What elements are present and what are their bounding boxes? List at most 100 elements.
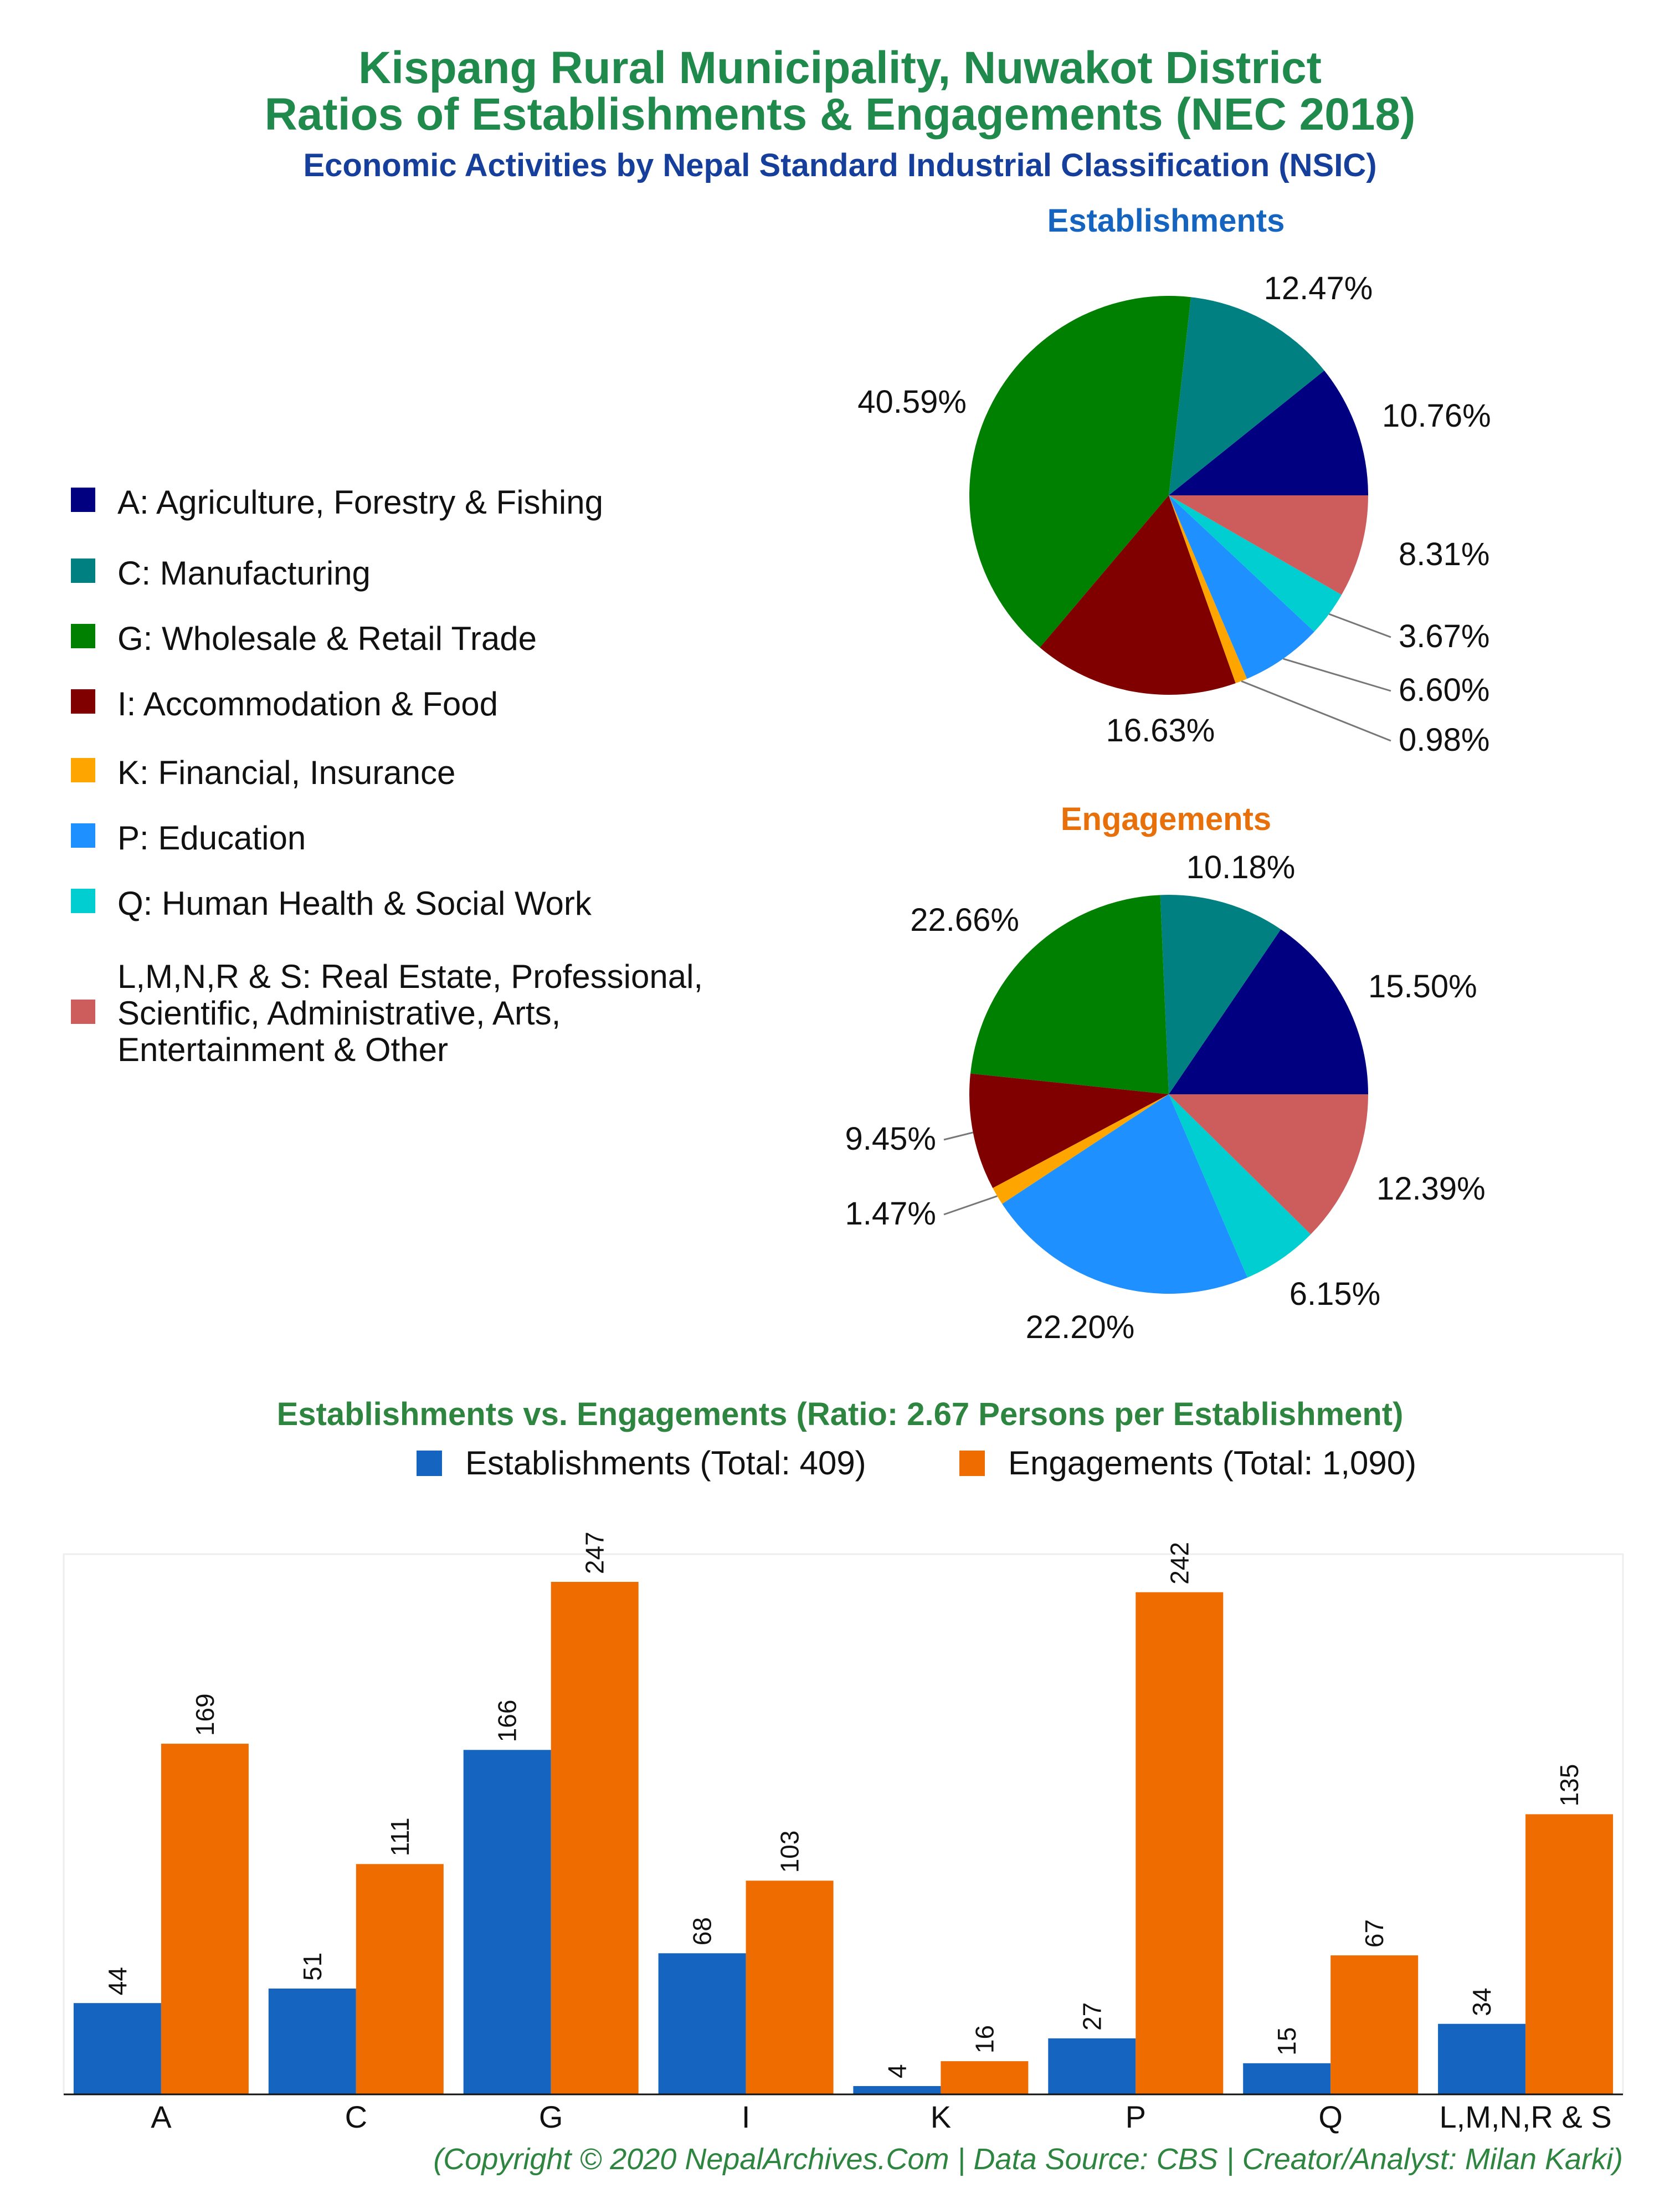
bar-value-label-establishments-k: 4: [882, 2064, 911, 2078]
bar-engagements-a: [161, 1744, 249, 2094]
bar-establishments-g: [463, 1750, 551, 2094]
legend-swatch-k: [71, 758, 95, 782]
pie-slice-a: [1169, 929, 1368, 1094]
legend-swatch-p: [71, 823, 95, 848]
x-tick-label-p: P: [1126, 2099, 1146, 2134]
bar-value-label-engagements-p: 242: [1165, 1542, 1194, 1585]
bar-value-label-engagements-i: 103: [775, 1831, 804, 1873]
pie-label-c: 12.47%: [1264, 270, 1373, 306]
pie-slice-lmnrs: [1169, 1094, 1368, 1234]
bar-engagements-g: [551, 1582, 639, 2094]
bar-value-label-engagements-lmnrs: 135: [1555, 1764, 1584, 1807]
x-tick-label-lmnrs: L,M,N,R & S: [1440, 2099, 1612, 2134]
pie-leader-p: [1283, 658, 1391, 692]
legend-swatch-lmnrs: [71, 1000, 95, 1024]
legend-label-i: I: Accommodation & Food: [117, 685, 499, 723]
legend-label-c: C: Manufacturing: [117, 555, 371, 592]
bar-establishments-i: [658, 1953, 746, 2094]
x-tick-label-c: C: [345, 2099, 367, 2134]
pie-leader-q: [1328, 613, 1391, 638]
bar-establishments-p: [1048, 2038, 1136, 2094]
pie-label-q: 3.67%: [1399, 618, 1489, 654]
legend-swatch-i: [71, 689, 95, 714]
pie-slice-c: [1160, 895, 1281, 1094]
pie-label-p: 6.60%: [1399, 672, 1489, 708]
pie-slice-c: [1169, 297, 1324, 495]
bar-value-label-establishments-a: 44: [103, 1967, 132, 1995]
pie-charts: 10.76% 12.47% 40.59% 16.63% 0.98% 6.60% 3.67% 8…: [845, 270, 1491, 1345]
legend-label-lmnrs: L,M,N,R & S: Real Estate, Professional, …: [117, 958, 703, 1068]
bar-engagements-c: [356, 1864, 444, 2094]
legend-label-q: Q: Human Health & Social Work: [117, 885, 592, 922]
pie-label-i: 16.63%: [1106, 713, 1215, 749]
pie-slice-k: [993, 1094, 1169, 1204]
legend-label-p: P: Education: [117, 819, 306, 857]
chart-title-line1: Kispang Rural Municipality, Nuwakot Dist…: [358, 43, 1322, 93]
pie-label-q: 6.15%: [1289, 1276, 1380, 1312]
pie-label-k: 1.47%: [845, 1196, 936, 1232]
bar-establishments-a: [73, 2003, 161, 2094]
bar-legend-swatch-establishments: [417, 1451, 442, 1476]
pie-slice-i: [969, 1073, 1169, 1188]
pie-leader-k: [943, 1195, 998, 1216]
pie-leader-i: [943, 1131, 974, 1141]
bar-engagements-lmnrs: [1525, 1814, 1614, 2094]
pie-slice-p: [1002, 1094, 1248, 1294]
bar-legend-label-establishments: Establishments (Total: 409): [465, 1444, 866, 1482]
chart-title-line2: Ratios of Establishments & Engagements (…: [264, 89, 1416, 140]
pie-slice-q: [1169, 495, 1342, 632]
x-tick-label-k: K: [931, 2099, 951, 2134]
bar-legend-label-engagements: Engagements (Total: 1,090): [1008, 1444, 1417, 1482]
pie-label-i: 9.45%: [845, 1121, 936, 1157]
bar-engagements-q: [1330, 1955, 1419, 2094]
bar-value-label-engagements-q: 67: [1360, 1919, 1389, 1948]
legend-label-g: G: Wholesale & Retail Trade: [117, 620, 537, 657]
bar-value-label-establishments-c: 51: [298, 1953, 327, 1981]
bar-value-label-engagements-k: 16: [970, 2025, 999, 2053]
bar-establishments-q: [1243, 2063, 1331, 2094]
bar-value-label-establishments-g: 166: [493, 1700, 522, 1743]
pie-label-a: 15.50%: [1368, 969, 1477, 1005]
pie-label-lmnrs: 12.39%: [1376, 1171, 1486, 1207]
pie-engagements: 15.50% 10.18% 22.66% 9.45% 1.47% 22.20% 6.15% 1…: [845, 849, 1486, 1345]
pie-label-p: 22.20%: [1026, 1309, 1135, 1345]
bar-value-label-establishments-q: 15: [1272, 2027, 1301, 2056]
pie-slice-g: [969, 295, 1191, 648]
bar-value-label-engagements-a: 169: [191, 1693, 219, 1736]
pie-label-lmnrs: 8.31%: [1399, 536, 1489, 572]
pie-title-engagements: Engagements: [1060, 801, 1272, 837]
pie-slice-k: [1169, 495, 1247, 684]
pie-title-establishments: Establishments: [1047, 203, 1285, 239]
legend-swatch-q: [71, 889, 95, 913]
pie-slice-a: [1169, 370, 1368, 495]
x-tick-label-a: A: [151, 2099, 172, 2134]
bar-establishments-lmnrs: [1438, 2023, 1526, 2094]
pie-slice-lmnrs: [1169, 495, 1368, 595]
bar-value-label-establishments-p: 27: [1077, 2002, 1106, 2031]
legend-swatch-g: [71, 624, 95, 648]
bar-establishments-c: [268, 1989, 356, 2094]
pie-slice-g: [970, 895, 1169, 1094]
bar-establishments-k: [853, 2086, 941, 2094]
bar-value-label-engagements-g: 247: [580, 1531, 609, 1574]
bar-engagements-i: [746, 1881, 834, 2094]
bar-value-label-establishments-i: 68: [688, 1917, 717, 1945]
x-tick-label-i: I: [742, 2099, 751, 2134]
pie-label-c: 10.18%: [1186, 849, 1296, 885]
legend-label-a: A: Agriculture, Forestry & Fishing: [117, 484, 603, 521]
footer-credit: (Copyright © 2020 NepalArchives.Com | Da…: [433, 2143, 1623, 2176]
bar-engagements-p: [1136, 1592, 1224, 2094]
chart-subtitle: Economic Activities by Nepal Standard In…: [303, 147, 1377, 183]
bar-value-label-engagements-c: 111: [386, 1817, 414, 1856]
pie-label-g: 40.59%: [857, 384, 967, 420]
bar-legend-swatch-engagements: [959, 1451, 985, 1476]
x-tick-label-q: Q: [1318, 2099, 1343, 2134]
legend-swatch-a: [71, 488, 95, 512]
legend-label-k: K: Financial, Insurance: [117, 754, 456, 791]
x-tick-label-g: G: [539, 2099, 563, 2134]
pie-slice-q: [1169, 1094, 1311, 1278]
bar-value-label-establishments-lmnrs: 34: [1467, 1988, 1496, 2016]
bar-engagements-k: [941, 2061, 1029, 2094]
bar-marks: 44 169 A 51 111 C 166 247 G 68 103 I 4 16 K 27 242 P 15 67 Q…: [73, 1531, 1614, 2134]
pie-establishments: 10.76% 12.47% 40.59% 16.63% 0.98% 6.60% 3.67% 8…: [857, 270, 1491, 758]
